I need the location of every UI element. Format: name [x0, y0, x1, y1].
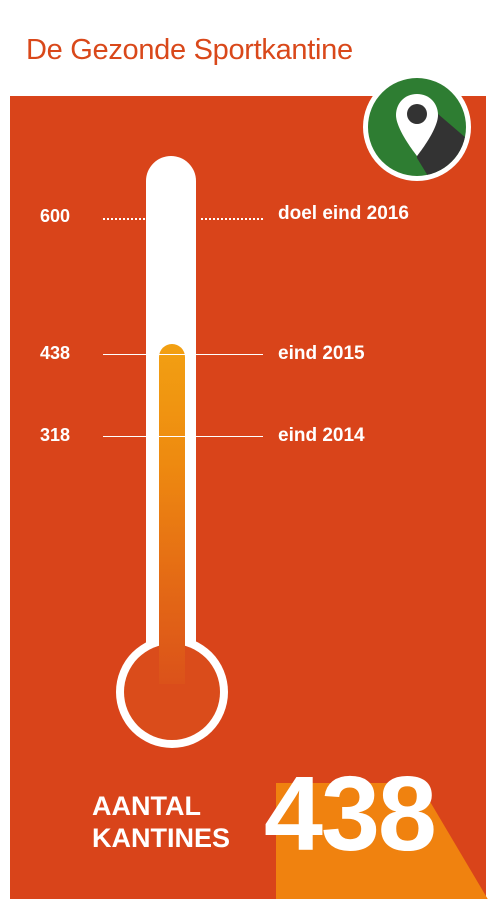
marker-line-goal-left: [103, 218, 145, 220]
map-badge-circle: [368, 78, 466, 176]
counter-label: AANTAL KANTINES: [92, 790, 230, 854]
marker-desc-2015: eind 2015: [278, 343, 365, 364]
thermometer-fill: [159, 344, 185, 684]
marker-line-2015: [103, 354, 263, 355]
page-title: De Gezonde Sportkantine: [26, 34, 353, 66]
counter-label-line2: KANTINES: [92, 823, 231, 853]
app-header: De Gezonde Sportkantine: [10, 10, 486, 96]
map-pin-icon: [396, 94, 466, 176]
thermometer-panel: [10, 96, 486, 899]
marker-desc-goal: doel eind 2016: [278, 203, 409, 224]
counter-label-line1: AANTAL: [92, 791, 201, 821]
marker-value-318: 318: [40, 425, 71, 445]
marker-desc-2014: eind 2014: [278, 425, 365, 446]
marker-line-2014: [103, 436, 263, 437]
marker-value-438: 438: [40, 343, 71, 363]
marker-line-goal-right: [201, 218, 263, 220]
map-location-button[interactable]: [363, 73, 471, 181]
marker-value-600: 600: [40, 206, 71, 226]
counter-value: 438: [264, 755, 437, 873]
